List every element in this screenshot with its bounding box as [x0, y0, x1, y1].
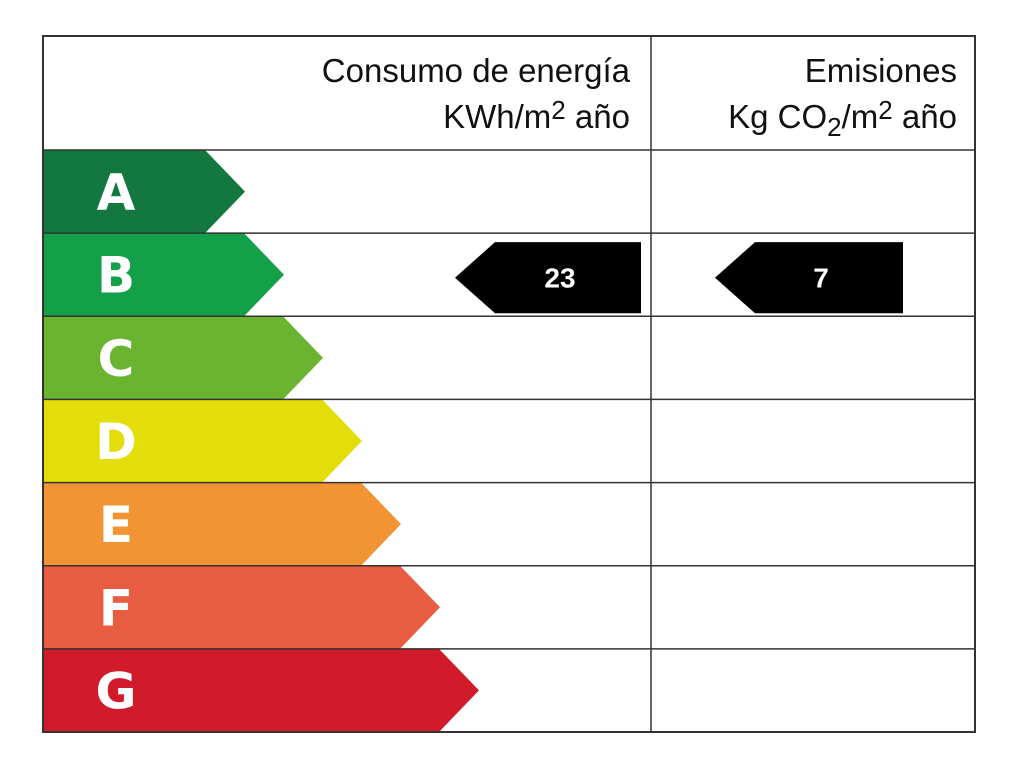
rating-letter: D [95, 413, 137, 471]
consumption-title: Consumo de energía [322, 52, 631, 89]
unit-sup: 2 [878, 95, 892, 125]
frame [42, 35, 976, 733]
unit-part: año [566, 98, 630, 135]
emissions-unit: Kg CO2/m2 año [728, 95, 957, 142]
rating-letter: C [98, 330, 135, 388]
indicator-value: 23 [544, 263, 575, 294]
indicator-value: 7 [813, 263, 829, 294]
unit-part: Kg CO [728, 98, 827, 135]
unit-sub: 2 [827, 112, 841, 142]
indicator-arrow [715, 242, 903, 314]
rating-arrow [43, 150, 245, 234]
unit-part: KWh/m [443, 98, 551, 135]
emissions-title: Emisiones [805, 52, 957, 89]
indicator-arrow [455, 242, 641, 314]
rating-letter: B [97, 247, 135, 305]
consumption-unit: KWh/m2 año [443, 95, 630, 135]
rating-arrow [43, 233, 284, 317]
rating-arrow [43, 399, 362, 483]
rating-arrow [43, 316, 323, 400]
rating-letter: A [97, 164, 136, 222]
rating-letter: G [95, 662, 136, 720]
rating-arrow [43, 648, 479, 732]
unit-part: /m [842, 98, 879, 135]
rating-arrow [43, 565, 440, 649]
rating-letter: E [99, 496, 133, 554]
rating-letter: F [99, 579, 133, 637]
rating-arrow [43, 482, 401, 566]
unit-part: año [893, 98, 957, 135]
unit-sup: 2 [551, 95, 565, 125]
